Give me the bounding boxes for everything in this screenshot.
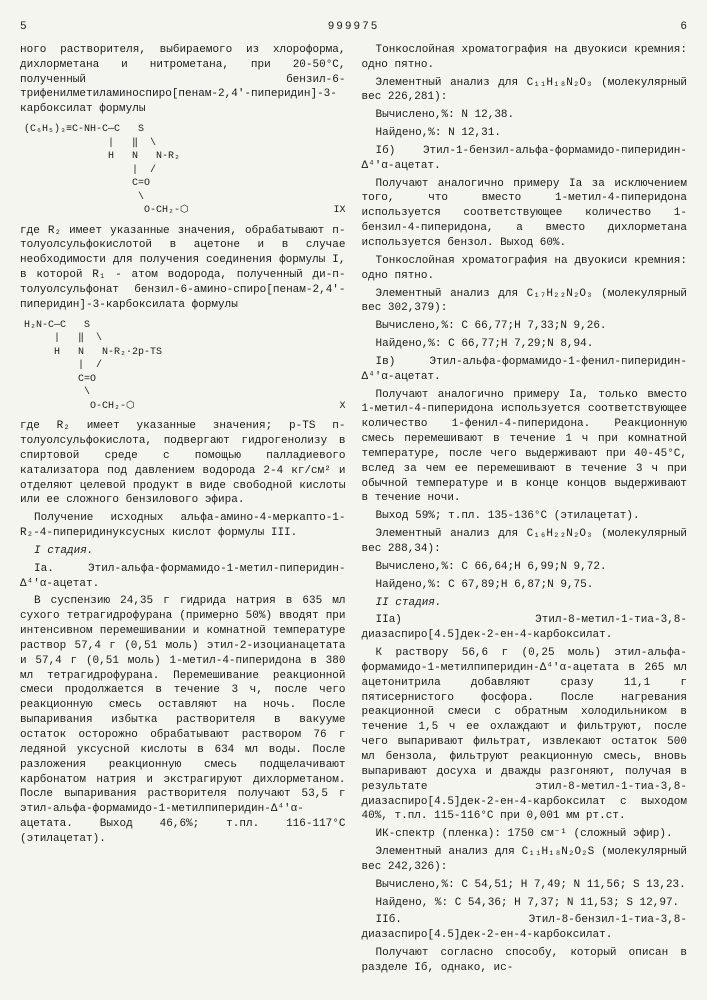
patent-number: 999975 <box>27 20 681 35</box>
stage-label: II стадия. <box>362 596 688 611</box>
para: Получают аналогично примеру Iа за исключ… <box>362 177 688 251</box>
page-body: ного растворителя, выбираемого из хлороф… <box>20 43 687 979</box>
para: Iа. Этил-альфа-формамидо-1-метил-пиперид… <box>20 562 346 592</box>
para: где R₂ имеет указанные значения; p-TS п-… <box>20 419 346 508</box>
left-column: ного растворителя, выбираемого из хлороф… <box>20 43 346 979</box>
para: Iв) Этил-альфа-формамидо-1-фенил-пиперид… <box>362 355 688 385</box>
para: Вычислено,%: С 66,64;Н 6,99;N 9,72. <box>362 560 688 575</box>
para: Получают аналогично примеру Iа, только в… <box>362 388 688 507</box>
para: Получают согласно способу, который описа… <box>362 946 688 976</box>
page-header: 5 999975 6 <box>20 20 687 35</box>
para: В суспензию 24,35 г гидрида натрия в 635… <box>20 594 346 846</box>
left-page-num: 5 <box>20 20 27 35</box>
para: Найдено,%: С 66,77;Н 7,29;N 8,94. <box>362 337 688 352</box>
para: Вычислено,%: N 12,38. <box>362 108 688 123</box>
para: Найдено,%: С 67,89;Н 6,87;N 9,75. <box>362 578 688 593</box>
para: Тонкослойная хроматография на двуокиси к… <box>362 254 688 284</box>
para: где R₂ имеет указанные значения, обрабат… <box>20 224 346 313</box>
stage-label: I стадия. <box>20 544 346 559</box>
para: ИК-спектр (пленка): 1750 см⁻¹ (сложный э… <box>362 827 688 842</box>
para: Найдено,%: N 12,31. <box>362 126 688 141</box>
para: Найдено, %: С 54,36; Н 7,37; N 11,53; S … <box>362 896 688 911</box>
para: Выход 59%; т.пл. 135-136°С (этилацетат). <box>362 509 688 524</box>
para: Вычислено,%: С 54,51; Н 7,49; N 11,56; S… <box>362 878 688 893</box>
para: ного растворителя, выбираемого из хлороф… <box>20 43 346 117</box>
para: Элементный анализ для C₁₁H₁₈N₂O₃ (молеку… <box>362 76 688 106</box>
para: Получение исходных альфа-амино-4-меркапт… <box>20 511 346 541</box>
chemical-formula-2: H₂N-C—C S | ‖ \ H N N-R₂·2p-TS | / C=O \… <box>20 319 346 414</box>
right-page-num: 6 <box>680 20 687 35</box>
para: Элементный анализ для C₁₆H₂₂N₂O₃ (молеку… <box>362 527 688 557</box>
para: Элементный анализ для C₁₇H₂₂N₂O₃ (молеку… <box>362 287 688 317</box>
para: Тонкослойная хроматография на двуокиси к… <box>362 43 688 73</box>
para: Элементный анализ для C₁₁H₁₈N₂O₂S (молек… <box>362 845 688 875</box>
para: Iб) Этил-1-бензил-альфа-формамидо-пипери… <box>362 144 688 174</box>
para: К раствору 56,6 г (0,25 моль) этил-альфа… <box>362 646 688 824</box>
chemical-formula-1: (C₆H₅)₃≡C-NH-C—C S | ‖ \ H N N-R₂ | / C=… <box>20 123 346 218</box>
para: IIа) Этил-8-метил-1-тиа-3,8-диазаспиро[4… <box>362 613 688 643</box>
right-column: Тонкослойная хроматография на двуокиси к… <box>362 43 688 979</box>
para: IIб. Этил-8-бензил-1-тиа-3,8-диазаспиро[… <box>362 913 688 943</box>
para: Вычислено,%: С 66,77;Н 7,33;N 9,26. <box>362 319 688 334</box>
